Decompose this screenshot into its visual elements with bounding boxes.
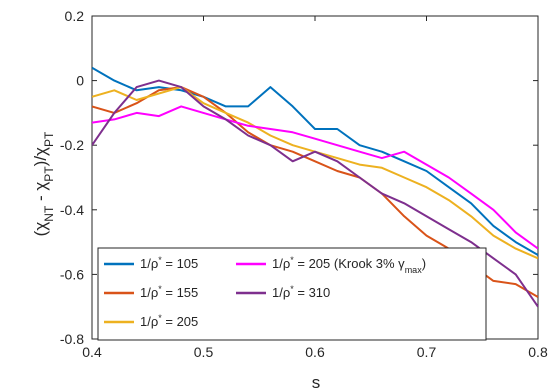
legend: 1/ρ* = 105 1/ρ* = 205 (Krook 3% γmax) 1/ρ*… [97, 247, 487, 341]
legend-entry: 1/ρ* = 205 [140, 313, 198, 329]
x-tick-label: 0.4 [82, 344, 102, 360]
x-tick-label: 0.6 [305, 344, 325, 360]
y-tick-label: -0.2 [60, 137, 84, 153]
y-tick-label: -0.4 [60, 202, 84, 218]
x-tick-label: 0.5 [194, 344, 214, 360]
series-line-3 [92, 105, 538, 250]
series-line-0 [92, 66, 538, 256]
x-axis-label: s [312, 373, 321, 392]
x-tick-label: 0.8 [528, 344, 548, 360]
y-tick-label: 0.2 [65, 8, 85, 24]
legend-entry: 1/ρ* = 205 (Krook 3% γmax) [272, 255, 426, 275]
y-tick-label: -0.8 [60, 331, 84, 347]
x-tick-label: 0.7 [417, 344, 437, 360]
y-tick-label: -0.6 [60, 266, 84, 282]
legend-entry: 1/ρ* = 310 [272, 284, 330, 300]
y-axis-label: (χNT - χPT)/χPT [31, 131, 56, 236]
series-line-4 [92, 79, 538, 308]
legend-entry: 1/ρ* = 155 [140, 284, 198, 300]
legend-entry: 1/ρ* = 105 [140, 255, 198, 271]
y-tick-label: 0 [76, 73, 84, 89]
legend-box [97, 247, 487, 341]
